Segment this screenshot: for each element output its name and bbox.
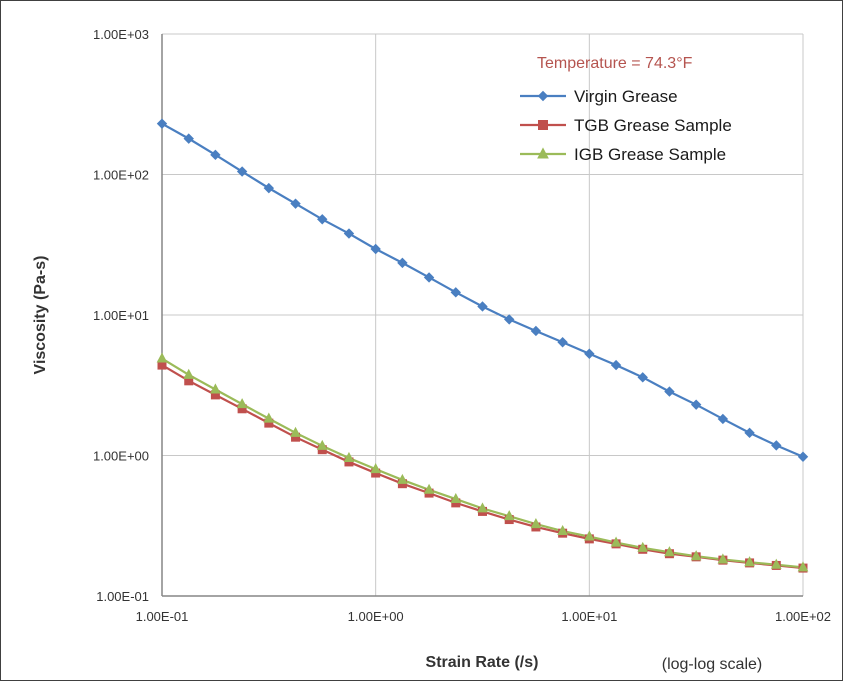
virgin-grease-point: [370, 243, 381, 255]
virgin-grease-point: [797, 451, 809, 462]
x-axis-label: Strain Rate (/s): [426, 654, 539, 671]
x-tick-label: 1.00E+02: [775, 609, 831, 624]
legend-swatch-marker: [538, 120, 548, 130]
igb-grease-sample-point: [397, 473, 408, 484]
igb-grease-sample-point: [503, 510, 515, 521]
legend-label: TGB Grease Sample: [574, 116, 732, 135]
virgin-grease-point: [183, 133, 194, 144]
legend-swatch-marker: [537, 147, 549, 159]
igb-grease-sample-point: [183, 368, 195, 379]
legend-swatch-marker: [537, 90, 549, 102]
igb-grease-sample-point: [610, 536, 622, 547]
igb-grease-sample-point: [236, 398, 248, 409]
x-tick-label: 1.00E+00: [348, 609, 404, 624]
y-axis-label: Viscosity (Pa-s): [32, 256, 49, 375]
igb-grease-sample-point: [290, 426, 301, 437]
virgin-grease-point: [584, 348, 595, 359]
virgin-grease-point: [477, 301, 488, 312]
legend-item-igb-grease-sample: IGB Grease Sample: [520, 145, 726, 164]
virgin-grease-point: [610, 359, 622, 371]
igb-grease-sample-point: [557, 524, 568, 536]
virgin-grease-point: [343, 228, 355, 239]
igb-grease-sample-point: [690, 550, 702, 561]
y-tick-label: 1.00E+01: [93, 308, 149, 323]
igb-grease-sample-point: [343, 451, 355, 462]
x-tick-labels: 1.00E-01 1.00E+00 1.00E+01 1.00E+02: [136, 609, 831, 624]
virgin-grease-point: [637, 372, 648, 383]
y-tick-labels: 1.00E-01 1.00E+00 1.00E+01 1.00E+02 1.00E+03: [93, 27, 149, 604]
igb-grease-sample-point: [744, 556, 755, 567]
igb-grease-sample-point: [664, 546, 675, 557]
igb-grease-sample-point: [797, 561, 809, 572]
virgin-grease-point: [290, 198, 301, 209]
virgin-grease-point: [450, 287, 461, 298]
virgin-grease-point: [504, 314, 515, 325]
legend: Virgin Grease TGB Grease Sample IGB Grease…: [520, 87, 732, 164]
legend-item-tgb-grease-sample: TGB Grease Sample: [520, 116, 732, 135]
virgin-grease-point: [236, 166, 248, 177]
igb-grease-sample-point: [530, 518, 542, 529]
legend-label: Virgin Grease: [574, 87, 678, 106]
virgin-grease-point: [771, 440, 782, 451]
virgin-grease-point: [717, 413, 729, 425]
igb-grease-sample-point: [717, 553, 729, 564]
y-tick-label: 1.00E+03: [93, 27, 149, 42]
igb-grease-sample-point: [370, 463, 381, 474]
igb-grease-sample-point: [156, 352, 168, 363]
virgin-grease-point: [557, 337, 568, 348]
virgin-grease-point: [690, 399, 702, 410]
legend-label: IGB Grease Sample: [574, 145, 726, 164]
virgin-grease-point: [210, 149, 221, 161]
y-tick-label: 1.00E-01: [96, 589, 149, 604]
igb-grease-sample-point: [210, 383, 221, 394]
igb-grease-sample-point: [316, 439, 328, 450]
virgin-grease-point: [156, 118, 168, 129]
igb-grease-sample-point: [423, 483, 435, 494]
igb-grease-sample-points: [156, 352, 809, 572]
x-tick-label: 1.00E+01: [561, 609, 617, 624]
virgin-grease-point: [530, 325, 542, 337]
igb-grease-sample-point: [584, 530, 595, 541]
virgin-grease-point: [744, 427, 755, 439]
scale-note: (log-log scale): [662, 656, 762, 673]
igb-grease-sample-point: [450, 492, 462, 504]
y-tick-label: 1.00E+02: [93, 168, 149, 183]
temperature-annotation: Temperature = 74.3°F: [537, 55, 693, 72]
virgin-grease-point: [317, 214, 328, 225]
series-markers: [156, 118, 809, 573]
virgin-grease-points: [156, 118, 809, 462]
virgin-grease-point: [423, 272, 435, 283]
virgin-grease-point: [397, 257, 408, 269]
igb-grease-sample-point: [477, 502, 488, 513]
igb-grease-sample-point: [770, 558, 782, 569]
virgin-grease-point: [263, 182, 275, 194]
virgin-grease-point: [664, 386, 675, 397]
x-tick-label: 1.00E-01: [136, 609, 189, 624]
igb-grease-sample-point: [263, 412, 275, 423]
igb-grease-sample-point: [637, 541, 649, 552]
y-tick-label: 1.00E+00: [93, 449, 149, 464]
legend-item-virgin-grease: Virgin Grease: [520, 87, 678, 106]
